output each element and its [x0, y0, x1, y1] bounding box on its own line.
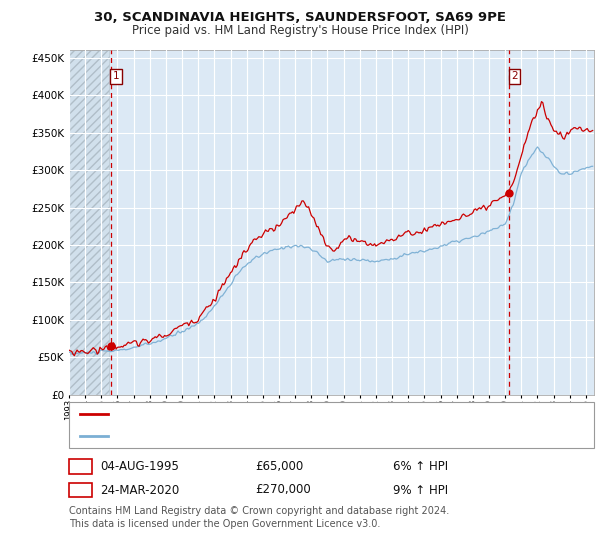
Text: 24-MAR-2020: 24-MAR-2020	[100, 483, 179, 497]
Text: 9% ↑ HPI: 9% ↑ HPI	[393, 483, 448, 497]
Text: Contains HM Land Registry data © Crown copyright and database right 2024.
This d: Contains HM Land Registry data © Crown c…	[69, 506, 449, 529]
Text: 1: 1	[77, 460, 84, 473]
Text: Price paid vs. HM Land Registry's House Price Index (HPI): Price paid vs. HM Land Registry's House …	[131, 24, 469, 36]
Text: 6% ↑ HPI: 6% ↑ HPI	[393, 460, 448, 473]
Text: 2: 2	[77, 483, 84, 497]
Text: £65,000: £65,000	[255, 460, 303, 473]
Text: 30, SCANDINAVIA HEIGHTS, SAUNDERSFOOT, SA69 9PE (detached house): 30, SCANDINAVIA HEIGHTS, SAUNDERSFOOT, S…	[113, 409, 525, 419]
Text: 1: 1	[113, 71, 120, 81]
Text: 30, SCANDINAVIA HEIGHTS, SAUNDERSFOOT, SA69 9PE: 30, SCANDINAVIA HEIGHTS, SAUNDERSFOOT, S…	[94, 11, 506, 24]
Text: 04-AUG-1995: 04-AUG-1995	[100, 460, 179, 473]
Text: HPI: Average price, detached house, Pembrokeshire: HPI: Average price, detached house, Pemb…	[113, 431, 401, 441]
Text: 2: 2	[511, 71, 518, 81]
Text: £270,000: £270,000	[255, 483, 311, 497]
